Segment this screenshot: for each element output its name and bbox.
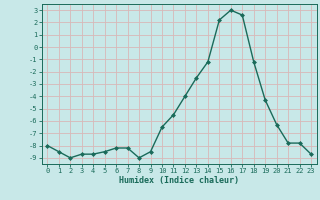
X-axis label: Humidex (Indice chaleur): Humidex (Indice chaleur): [119, 176, 239, 185]
